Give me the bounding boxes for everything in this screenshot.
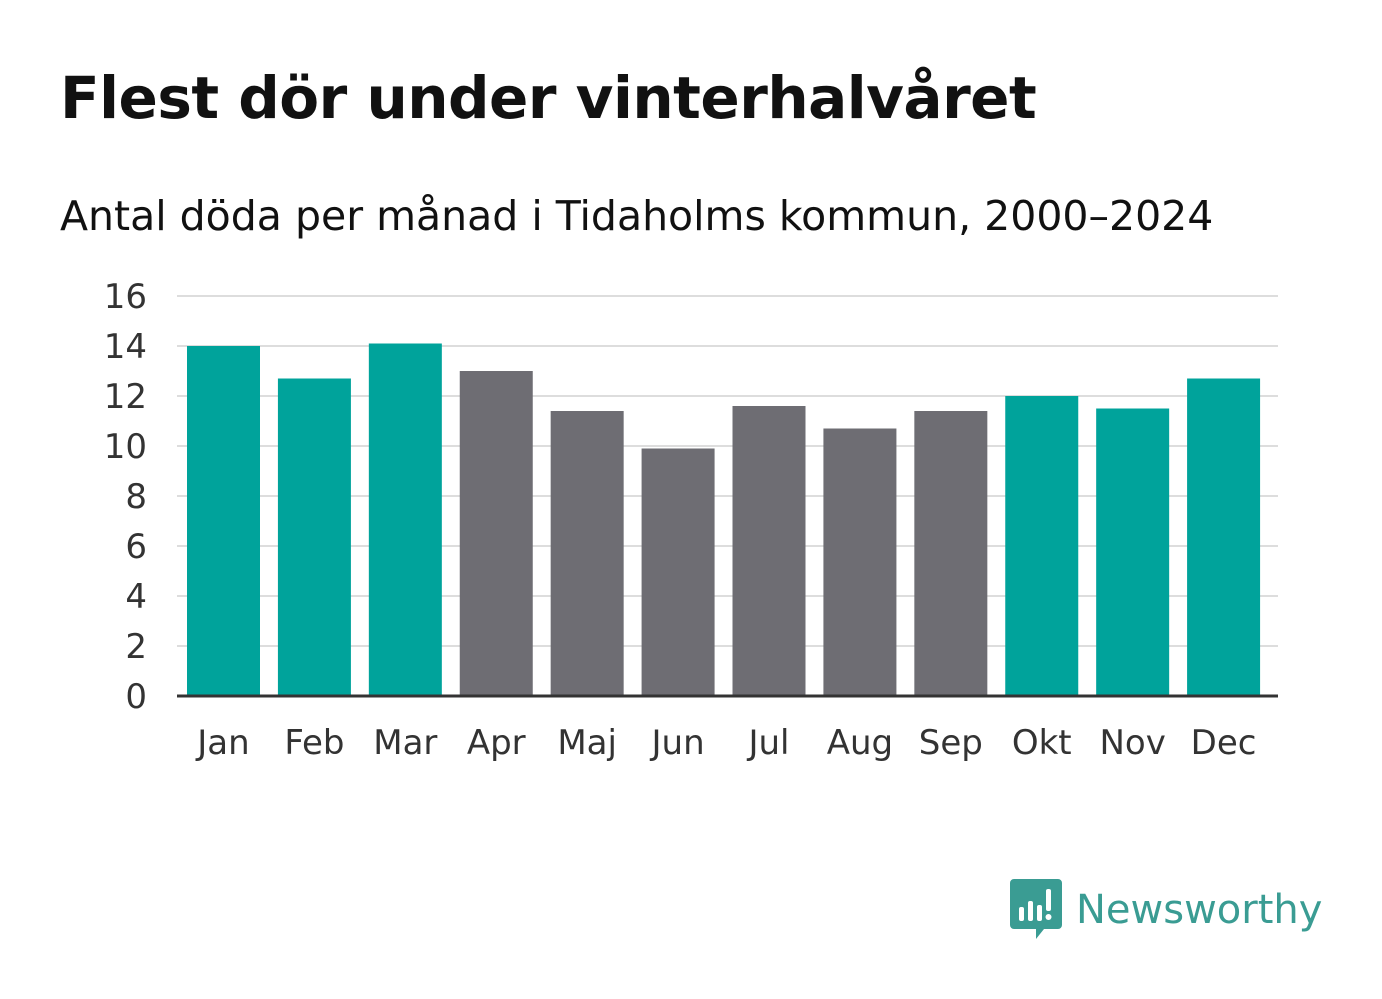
chart-title: Flest dör under vinterhalvåret	[60, 64, 1037, 132]
brand-logo: Newsworthy	[1010, 878, 1322, 942]
bar-okt	[1005, 396, 1079, 696]
x-tick-label: Sep	[919, 723, 983, 763]
bar-sep	[914, 411, 988, 696]
x-tick-label: Apr	[467, 723, 526, 763]
bar-jun	[641, 448, 715, 696]
y-tick-label: 0	[125, 677, 147, 717]
y-tick-label: 2	[125, 627, 147, 667]
bar-dec	[1187, 378, 1261, 696]
y-tick-label: 14	[104, 327, 147, 367]
x-tick-label: Aug	[827, 723, 893, 763]
bar-jul	[732, 406, 806, 696]
brand-name: Newsworthy	[1076, 887, 1323, 933]
x-tick-label: Feb	[284, 723, 344, 763]
x-tick-label: Mar	[373, 723, 437, 763]
chart-subtitle: Antal döda per månad i Tidaholms kommun,…	[60, 192, 1214, 240]
y-tick-label: 4	[125, 577, 147, 617]
bar-mar	[368, 343, 442, 696]
bar-aug	[823, 428, 897, 696]
x-tick-label: Okt	[1012, 723, 1072, 763]
bar-feb	[277, 378, 351, 696]
y-tick-label: 16	[104, 277, 147, 317]
x-tick-label: Nov	[1099, 723, 1165, 763]
y-tick-label: 8	[125, 477, 147, 517]
y-tick-label: 6	[125, 527, 147, 567]
y-tick-label: 12	[104, 377, 147, 417]
x-tick-label: Jun	[650, 723, 705, 763]
x-tick-label: Jan	[195, 723, 249, 763]
bar-nov	[1096, 408, 1170, 696]
bar-maj	[550, 411, 624, 696]
bar-apr	[459, 371, 533, 696]
bar-jan	[187, 346, 260, 696]
bars	[187, 343, 1261, 696]
x-tick-label: Maj	[557, 723, 617, 763]
x-tick-label: Dec	[1191, 723, 1257, 763]
x-tick-label: Jul	[746, 723, 789, 763]
axes: 0 2 4 6 8 10 12 14 16 Jan Feb Mar Apr Maj Jun Jul Aug Sep…	[104, 277, 1278, 763]
y-tick-label: 10	[104, 427, 147, 467]
newsworthy-logo-icon	[1010, 879, 1062, 939]
gridlines	[177, 295, 1278, 647]
